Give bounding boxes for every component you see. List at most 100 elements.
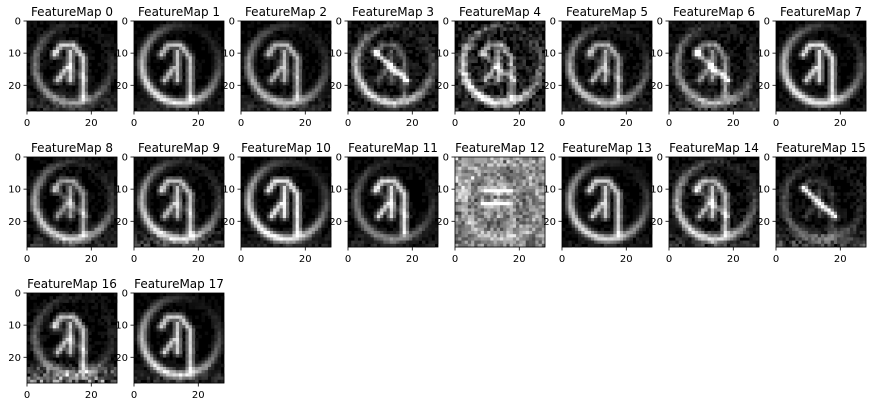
y-tick-label: 20	[8, 353, 21, 364]
x-tick-label: 0	[345, 254, 351, 265]
y-tick-label: 10	[543, 49, 556, 60]
feature-map-image	[27, 21, 117, 111]
x-tick-label: 0	[452, 118, 458, 129]
x-tick-label: 0	[452, 254, 458, 265]
y-tick-label: 10	[222, 49, 235, 60]
panel-title: FeatureMap 12	[455, 141, 545, 155]
x-tick-label: 0	[131, 254, 137, 265]
panel-title: FeatureMap 1	[138, 5, 220, 19]
feature-map-panel: FeatureMap 0 0 10 20 0 20	[8, 5, 117, 129]
y-tick-label: 10	[650, 49, 663, 60]
panel-title: FeatureMap 6	[673, 5, 755, 19]
y-tick-label: 10	[329, 49, 342, 60]
feature-map-image	[669, 21, 759, 111]
y-tick-label: 0	[15, 153, 21, 164]
feature-map-panel: FeatureMap 12010200 20	[436, 141, 545, 265]
feature-map-image	[562, 157, 652, 247]
y-tick-label: 0	[15, 17, 21, 28]
feature-map-panel: FeatureMap 5 0 10 20 0 20	[543, 5, 652, 129]
x-tick-label: 20	[620, 118, 633, 129]
y-tick-label: 0	[550, 153, 556, 164]
x-tick-label: 0	[24, 390, 30, 401]
x-tick-label: 20	[727, 118, 740, 129]
y-tick-label: 20	[115, 217, 128, 228]
feature-map-panel: FeatureMap 11 0 10 20 0 20	[329, 141, 438, 265]
feature-map-image	[348, 21, 438, 111]
y-tick-label: 20	[8, 217, 21, 228]
panel-title: FeatureMap 11	[348, 141, 438, 155]
x-tick-label: 0	[666, 254, 672, 265]
x-tick-label: 0	[666, 118, 672, 129]
feature-map-panel: FeatureMap 10010200 20	[222, 141, 331, 265]
panel-title: FeatureMap 8	[31, 141, 113, 155]
y-tick-label: 10	[650, 185, 663, 196]
y-tick-label: 20	[543, 217, 556, 228]
y-tick-label: 0	[122, 289, 128, 300]
feature-map-image	[455, 21, 545, 111]
y-tick-label: 0	[657, 153, 663, 164]
x-tick-label: 0	[238, 254, 244, 265]
y-tick-label: 0	[336, 17, 342, 28]
x-tick-label: 20	[192, 390, 205, 401]
y-tick-label: 20	[650, 217, 663, 228]
feature-map-panel: FeatureMap 13010200 20	[543, 141, 652, 265]
y-tick-label: 0	[764, 17, 770, 28]
feature-map-panel: FeatureMap 6 0 10 20 0 20	[650, 5, 759, 129]
y-tick-label: 20	[329, 81, 342, 92]
panel-title: FeatureMap 7	[780, 5, 862, 19]
feature-map-panel: FeatureMap 4 0 10 20 0 20	[436, 5, 545, 129]
panel-title: FeatureMap 17	[134, 277, 224, 291]
y-tick-label: 10	[329, 185, 342, 196]
x-tick-label: 0	[559, 254, 565, 265]
x-tick-label: 20	[406, 254, 419, 265]
panel-title: FeatureMap 9	[138, 141, 220, 155]
y-tick-label: 10	[436, 49, 449, 60]
feature-map-image	[241, 157, 331, 247]
x-tick-label: 20	[299, 254, 312, 265]
y-tick-label: 0	[336, 153, 342, 164]
x-tick-label: 20	[299, 118, 312, 129]
feature-map-image	[27, 157, 117, 247]
x-tick-label: 20	[85, 118, 98, 129]
panel-title: FeatureMap 3	[352, 5, 434, 19]
x-tick-label: 20	[727, 254, 740, 265]
x-tick-label: 20	[513, 118, 526, 129]
panel-title: FeatureMap 4	[459, 5, 541, 19]
y-tick-label: 0	[229, 17, 235, 28]
feature-map-image	[134, 157, 224, 247]
panel-title: FeatureMap 5	[566, 5, 648, 19]
y-tick-label: 0	[15, 289, 21, 300]
y-tick-label: 0	[122, 153, 128, 164]
panel-title: FeatureMap 16	[27, 277, 117, 291]
y-tick-label: 20	[115, 81, 128, 92]
y-tick-label: 0	[443, 17, 449, 28]
feature-map-panel: FeatureMap 14 0 10 20 0 20	[650, 141, 759, 265]
feature-map-panel: FeatureMap 7 0 10 20 0 20	[757, 5, 866, 129]
y-tick-label: 0	[550, 17, 556, 28]
y-tick-label: 10	[757, 185, 770, 196]
feature-map-image	[27, 293, 117, 383]
feature-map-image	[241, 21, 331, 111]
y-tick-label: 0	[657, 17, 663, 28]
x-tick-label: 0	[131, 390, 137, 401]
feature-map-image	[134, 21, 224, 111]
x-tick-label: 0	[559, 118, 565, 129]
x-tick-label: 0	[773, 118, 779, 129]
y-tick-label: 10	[115, 321, 128, 332]
feature-map-panel: FeatureMap 9010200 20	[115, 141, 224, 265]
y-tick-label: 10	[115, 49, 128, 60]
x-tick-label: 20	[85, 390, 98, 401]
panel-title: FeatureMap 15	[776, 141, 866, 155]
x-tick-label: 20	[192, 254, 205, 265]
feature-map-panel: FeatureMap 1010200 20	[115, 5, 224, 129]
y-tick-label: 20	[650, 81, 663, 92]
y-tick-label: 10	[8, 49, 21, 60]
y-tick-label: 10	[222, 185, 235, 196]
y-tick-label: 20	[543, 81, 556, 92]
x-tick-label: 0	[24, 118, 30, 129]
panel-title: FeatureMap 2	[245, 5, 327, 19]
x-tick-label: 0	[345, 118, 351, 129]
feature-map-panel: FeatureMap 17010200 20	[115, 277, 224, 401]
feature-map-panel: FeatureMap 2 0 10 20 0 20	[222, 5, 331, 129]
